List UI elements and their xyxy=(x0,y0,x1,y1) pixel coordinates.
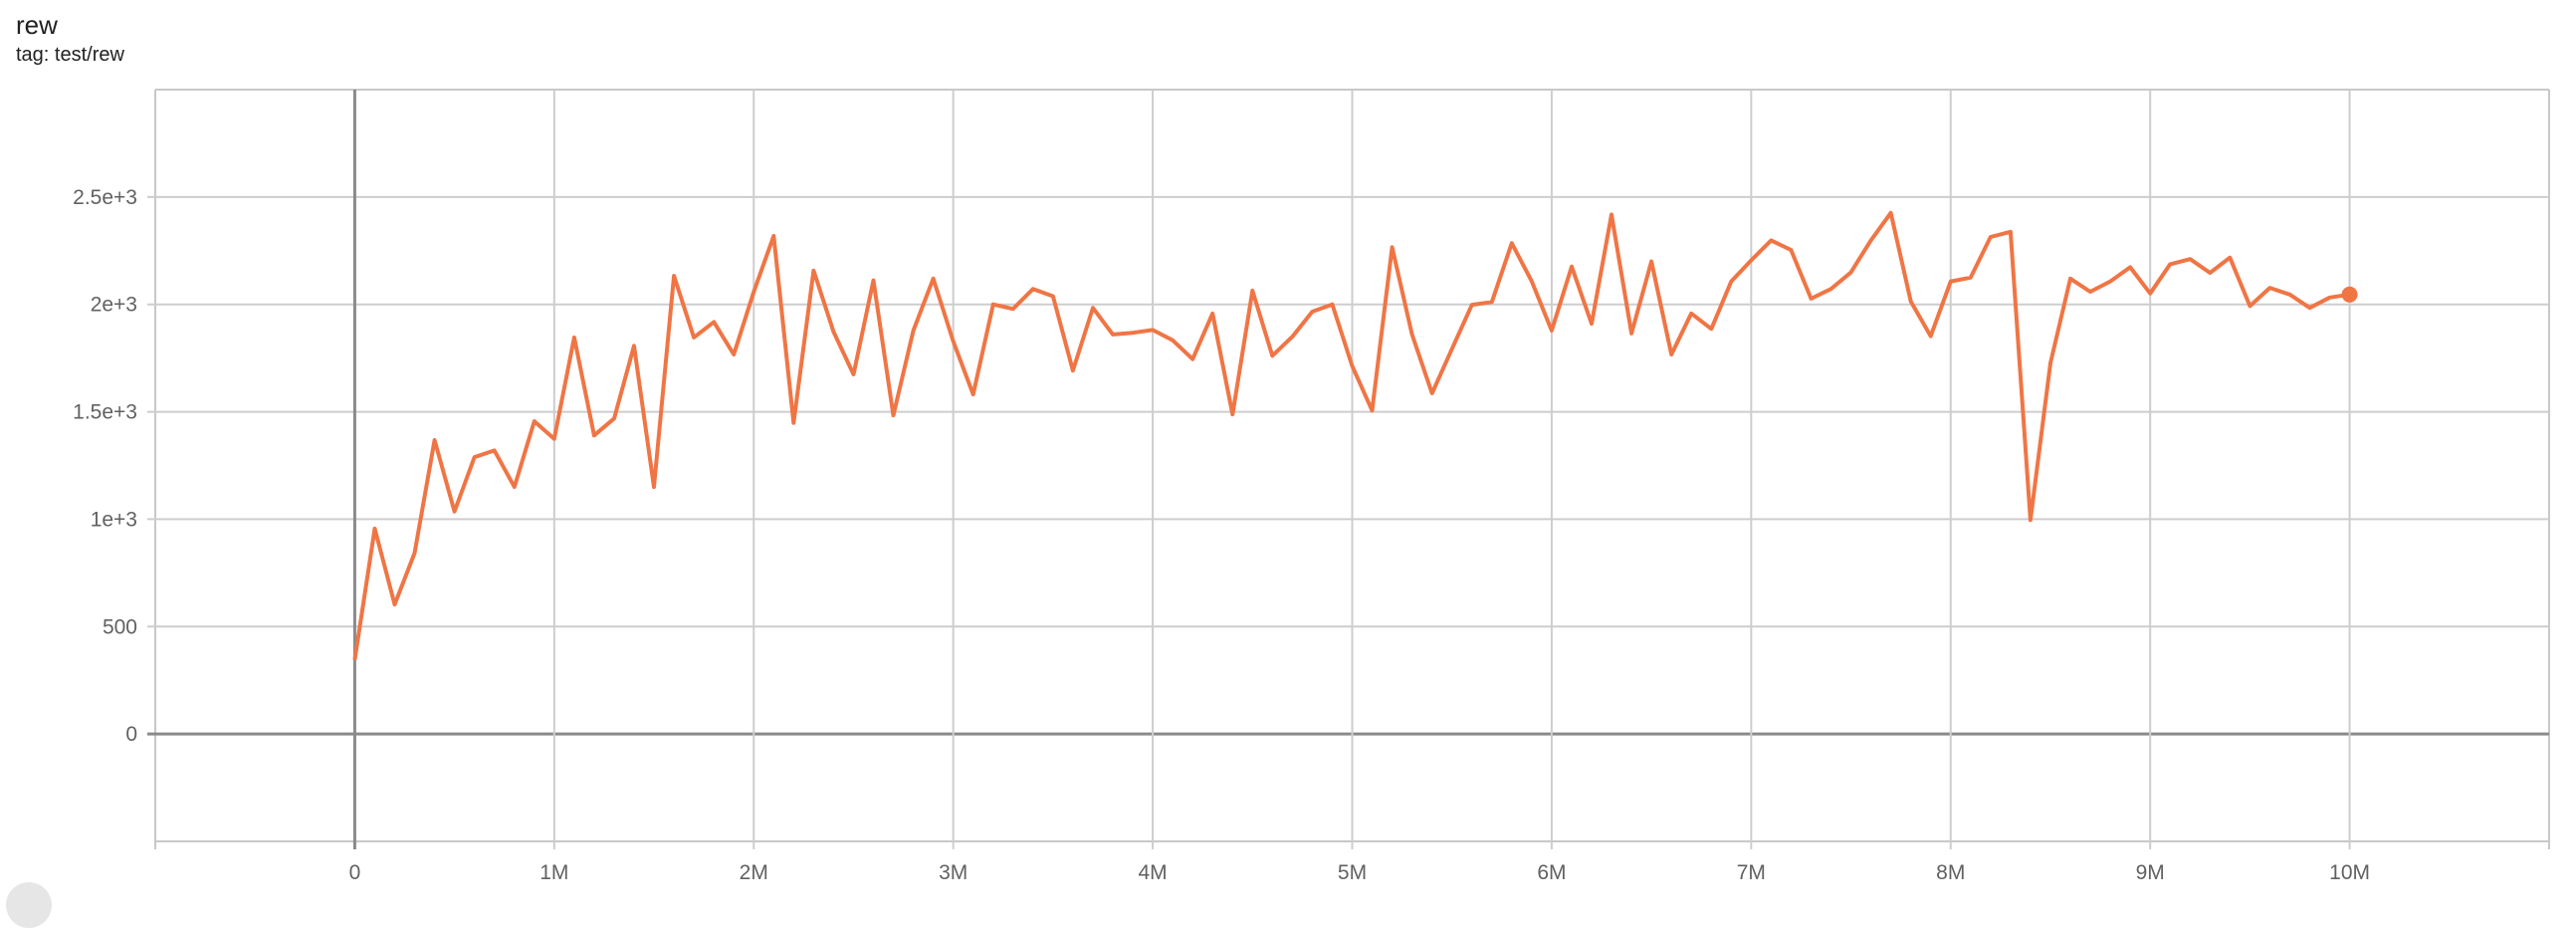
last-point-marker xyxy=(2341,286,2358,303)
y-tick-label: 1.5e+3 xyxy=(73,401,137,424)
x-tick-label: 3M xyxy=(939,861,967,884)
x-tick-label: 1M xyxy=(539,861,568,884)
x-tick-label: 5M xyxy=(1338,861,1367,884)
series-line xyxy=(352,210,2350,661)
y-tick-label: 1e+3 xyxy=(91,508,137,531)
chart-subtitle: tag: test/rew xyxy=(16,44,124,66)
chart-title: rew xyxy=(16,10,58,40)
y-tick-label: 0 xyxy=(125,723,137,746)
fab-button[interactable] xyxy=(6,882,52,928)
x-tick-label: 6M xyxy=(1537,861,1566,884)
x-tick-label: 2M xyxy=(740,861,768,884)
x-tick-label: 4M xyxy=(1138,861,1167,884)
x-tick-label: 9M xyxy=(2136,861,2165,884)
y-tick-label: 2e+3 xyxy=(91,294,137,317)
line-chart[interactable]: 0 500 1e+3 1.5e+3 2e+3 2.5e+3 0 1M 2M 3M 4M 5M 6M 7M 8… xyxy=(0,0,2576,896)
x-tick-label: 7M xyxy=(1737,861,1766,884)
x-tick-label: 0 xyxy=(349,861,361,884)
x-tick-label: 10M xyxy=(2329,861,2370,884)
y-tick-label: 2.5e+3 xyxy=(73,186,137,209)
x-tick-label: 8M xyxy=(1936,861,1965,884)
y-tick-label: 500 xyxy=(103,615,137,638)
